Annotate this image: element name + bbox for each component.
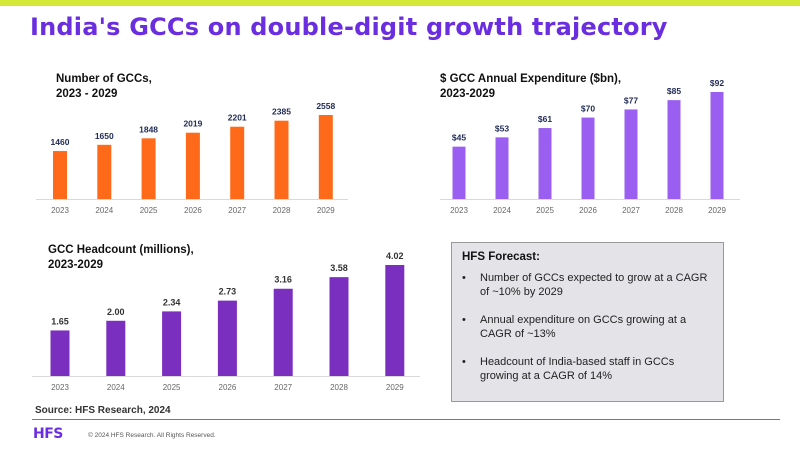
forecast-item: • Annual expenditure on GCCs growing at a… (462, 313, 713, 341)
x-tick-label: 2028 (273, 206, 291, 215)
x-tick-label: 2026 (184, 206, 202, 215)
forecast-item-text: Number of GCCs expected to grow at a CAG… (480, 272, 708, 298)
bar-expenditure-2027 (624, 109, 638, 199)
chart-title-expenditure: $ GCC Annual Expenditure ($bn), 2023-202… (440, 73, 622, 100)
bar-headcount-2025 (162, 311, 182, 376)
x-tick-label: 2025 (140, 206, 158, 215)
bullet-icon: • (462, 272, 466, 284)
x-tick-label: 2029 (708, 206, 726, 215)
x-tick-label: 2027 (274, 383, 292, 392)
x-tick-label: 2024 (107, 383, 125, 392)
x-tick-label: 2023 (51, 383, 69, 392)
top-accent-bar (0, 0, 800, 6)
x-tick-label: 2023 (450, 206, 468, 215)
data-label-expenditure-2026: $70 (581, 104, 595, 114)
data-label-expenditure-2025: $61 (538, 114, 552, 124)
x-tick-label: 2029 (386, 383, 404, 392)
forecast-item: • Headcount of India-based staff in GCCs … (462, 355, 713, 383)
data-label-gcc-count-2023: 1460 (51, 137, 70, 147)
x-tick-label: 2029 (317, 206, 335, 215)
data-label-gcc-count-2025: 1848 (139, 124, 158, 134)
bullet-icon: • (462, 314, 466, 326)
x-tick-label: 2025 (536, 206, 554, 215)
source-note: Source: HFS Research, 2024 (35, 405, 171, 416)
bullet-icon: • (462, 356, 466, 368)
data-label-headcount-2028: 3.58 (330, 263, 348, 273)
x-tick-label: 2026 (219, 383, 237, 392)
x-tick-label: 2028 (665, 206, 683, 215)
data-label-expenditure-2024: $53 (495, 123, 509, 133)
data-label-headcount-2025: 2.34 (163, 297, 181, 307)
data-label-expenditure-2029: $92 (710, 78, 724, 88)
forecast-item-text: Annual expenditure on GCCs growing at a … (480, 314, 687, 340)
data-label-headcount-2027: 3.16 (274, 275, 292, 285)
data-label-expenditure-2027: $77 (624, 95, 638, 105)
bar-headcount-2023 (50, 330, 70, 376)
bar-expenditure-2025 (538, 128, 552, 199)
forecast-heading: HFS Forecast: (462, 251, 540, 263)
data-label-expenditure-2028: $85 (667, 86, 681, 96)
bar-expenditure-2029 (710, 92, 724, 199)
copyright-text: © 2024 HFS Research. All Rights Reserved… (88, 432, 216, 439)
x-tick-label: 2023 (51, 206, 69, 215)
bar-gcc-count-2029 (318, 115, 333, 199)
forecast-item-text: Headcount of India-based staff in GCCs g… (480, 356, 675, 382)
x-tick-label: 2026 (579, 206, 597, 215)
bar-gcc-count-2023 (53, 151, 67, 199)
chart-title-gcc-count: Number of GCCs, 2023 - 2029 (56, 73, 152, 100)
bar-expenditure-2023 (452, 146, 466, 199)
x-tick-label: 2027 (622, 206, 640, 215)
chart-expenditure: $45 2023 $53 2024 $61 2025 $70 2026 $77 2027 $85 20… (440, 78, 740, 215)
x-tick-label: 2024 (95, 206, 113, 215)
x-tick-label: 2025 (163, 383, 181, 392)
bar-expenditure-2026 (581, 117, 595, 199)
chart-title-headcount: GCC Headcount (millions), 2023-2029 (48, 244, 194, 271)
bar-gcc-count-2025 (141, 138, 156, 199)
page-title: India's GCCs on double-digit growth traj… (30, 13, 668, 41)
x-tick-label: 2024 (493, 206, 511, 215)
forecast-item: • Number of GCCs expected to grow at a CA… (462, 271, 713, 299)
bar-gcc-count-2027 (230, 126, 245, 199)
data-label-headcount-2023: 1.65 (51, 316, 69, 326)
x-tick-label: 2028 (330, 383, 348, 392)
data-label-headcount-2026: 2.73 (219, 287, 237, 297)
data-label-expenditure-2023: $45 (452, 133, 466, 143)
bar-gcc-count-2024 (97, 144, 112, 199)
bar-headcount-2028 (329, 277, 349, 376)
data-label-gcc-count-2026: 2019 (183, 119, 202, 129)
bar-headcount-2029 (385, 265, 405, 376)
bar-gcc-count-2028 (274, 120, 289, 199)
hfs-logo: HFS (33, 426, 63, 442)
bar-expenditure-2028 (667, 100, 681, 199)
data-label-gcc-count-2028: 2385 (272, 107, 291, 117)
forecast-list: • Number of GCCs expected to grow at a CA… (462, 271, 713, 383)
bar-gcc-count-2026 (185, 132, 200, 199)
bar-headcount-2027 (273, 288, 293, 376)
data-label-headcount-2024: 2.00 (107, 307, 125, 317)
bar-headcount-2026 (217, 300, 237, 376)
x-tick-label: 2027 (228, 206, 246, 215)
data-label-headcount-2029: 4.02 (386, 251, 404, 261)
chart-headcount: 1.65 2023 2.00 2024 2.34 2025 2.73 2026 3.16 2027… (32, 251, 420, 392)
forecast-box: HFS Forecast: • Number of GCCs expected t… (451, 242, 724, 402)
data-label-gcc-count-2024: 1650 (95, 131, 114, 141)
data-label-gcc-count-2027: 2201 (228, 113, 247, 123)
chart-gcc-count: 1460 2023 1650 2024 1848 2025 2019 2026 2201 2027… (36, 101, 348, 215)
bar-headcount-2024 (106, 320, 126, 376)
bar-expenditure-2024 (495, 137, 509, 199)
data-label-gcc-count-2029: 2558 (316, 101, 335, 111)
footer-divider (32, 419, 780, 420)
